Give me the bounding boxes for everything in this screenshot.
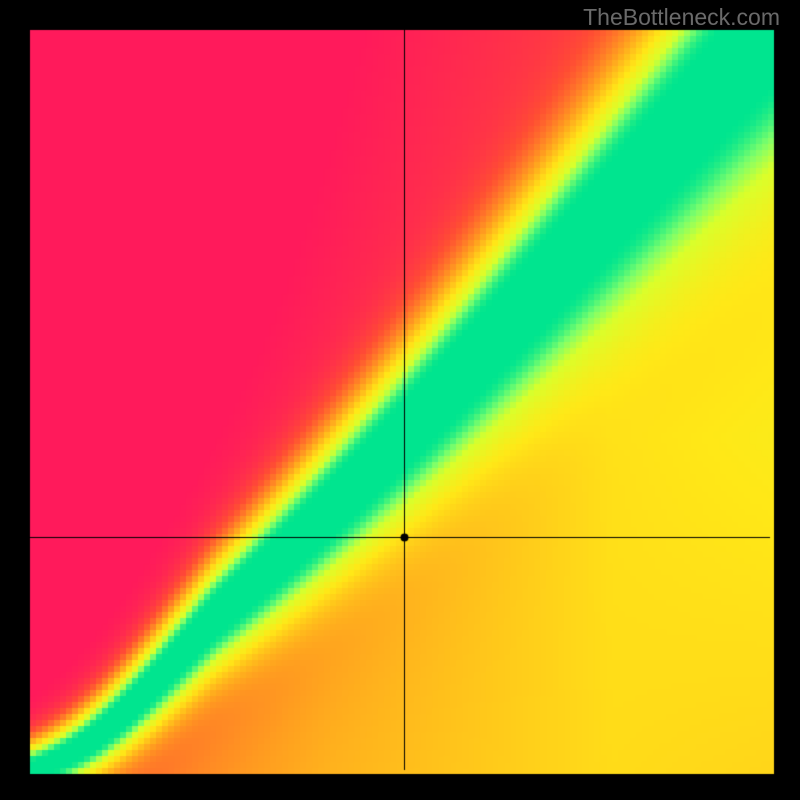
bottleneck-heatmap: [0, 0, 800, 800]
figure-container: TheBottleneck.com: [0, 0, 800, 800]
